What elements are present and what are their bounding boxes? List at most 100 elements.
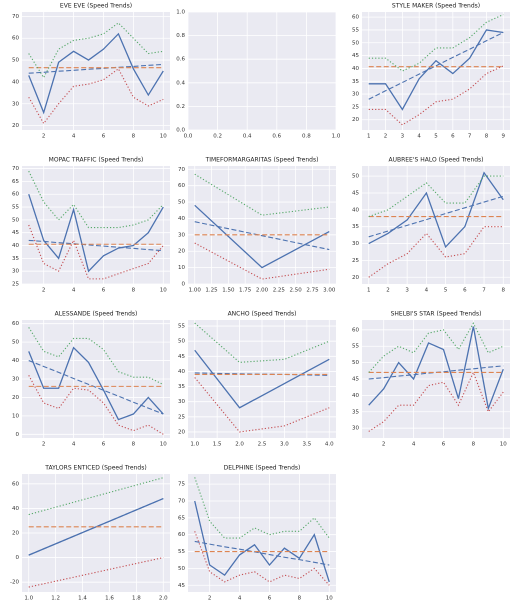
y-tick-label: 35 <box>12 256 19 262</box>
y-tick-label: 50 <box>352 174 359 180</box>
x-tick-label: 1.5 <box>213 442 222 448</box>
x-tick-label: 8 <box>132 442 136 448</box>
chart-title: DELPHINE (Speed Trends) <box>224 465 301 472</box>
series-line <box>368 32 504 100</box>
y-tick-label: 45 <box>352 190 359 196</box>
y-tick-label: 30 <box>12 101 19 107</box>
x-tick-label: 0.6 <box>272 134 281 140</box>
y-tick-label: 50 <box>12 58 19 64</box>
series-line <box>368 371 504 432</box>
y-tick-label: 40 <box>352 66 359 72</box>
series-line <box>368 365 504 380</box>
plot-area <box>22 166 170 284</box>
y-tick-label: 25 <box>352 258 359 264</box>
series-line <box>28 67 164 125</box>
chart-title: TAYLORS ENTICED (Speed Trends) <box>44 465 146 472</box>
x-tick-label: 0.4 <box>243 134 252 140</box>
y-tick-label: 40 <box>178 216 185 222</box>
x-tick-label: 2.50 <box>290 288 303 294</box>
y-tick-label: 20 <box>12 395 19 401</box>
y-tick-label: 1.0 <box>176 10 185 16</box>
y-tick-label: 0.4 <box>176 80 185 86</box>
x-tick-label: 1.50 <box>222 288 235 294</box>
x-tick-label: 6 <box>268 596 272 600</box>
x-tick-label: 8 <box>472 442 476 448</box>
y-tick-label: 45 <box>352 377 359 383</box>
x-tick-label: 1.0 <box>332 134 341 140</box>
x-tick-label: 8 <box>485 134 489 140</box>
y-tick-label: 25 <box>12 282 19 288</box>
y-tick-label: 30 <box>12 269 19 275</box>
y-tick-label: 45 <box>178 354 185 360</box>
x-tick-label: 2.0 <box>235 442 244 448</box>
x-tick-label: 2 <box>384 134 388 140</box>
y-tick-label: 25 <box>178 414 185 420</box>
chart-title: TIMEFORMARGARITAS (Speed Trends) <box>205 157 319 164</box>
x-tick-label: 1.4 <box>78 596 87 600</box>
x-tick-label: 7 <box>468 134 472 140</box>
x-tick-label: 1.0 <box>190 442 199 448</box>
x-tick-label: 2 <box>42 442 46 448</box>
y-tick-label: 30 <box>12 377 19 383</box>
series-line <box>28 557 164 588</box>
series-line <box>28 327 164 386</box>
y-tick-label: 20 <box>352 275 359 281</box>
y-tick-label: 40 <box>12 79 19 85</box>
series-line <box>28 498 164 556</box>
y-tick-label: 40 <box>12 243 19 249</box>
y-tick-label: 20 <box>178 249 185 255</box>
y-tick-label: 55 <box>352 27 359 33</box>
y-tick-label: 0.6 <box>176 57 185 63</box>
chart-title: SHELBI'S STAR (Speed Trends) <box>391 311 482 318</box>
y-tick-label: 60 <box>12 36 19 42</box>
y-tick-label: 0.8 <box>176 33 185 39</box>
y-tick-label: 20 <box>12 531 19 537</box>
x-tick-label: 4 <box>72 442 76 448</box>
chart-title: ALESSANDE (Speed Trends) <box>55 311 138 318</box>
y-tick-label: 45 <box>352 53 359 59</box>
chart-title: AUBREE'S HALO (Speed Trends) <box>388 157 483 164</box>
y-tick-label: 30 <box>352 426 359 432</box>
x-tick-label: 10 <box>326 596 333 600</box>
chart-title: STYLE MAKER (Speed Trends) <box>392 3 480 10</box>
x-tick-label: 2 <box>382 442 386 448</box>
y-tick-label: 40 <box>352 207 359 213</box>
y-tick-label: 50 <box>178 339 185 345</box>
x-tick-label: 2.75 <box>306 288 319 294</box>
series-line <box>28 477 164 516</box>
y-tick-label: 50 <box>352 40 359 46</box>
x-tick-label: 3.0 <box>280 442 289 448</box>
series-line <box>194 173 330 216</box>
x-tick-label: 3.5 <box>302 442 311 448</box>
series-line <box>368 195 504 238</box>
x-tick-label: 6 <box>463 288 467 294</box>
y-tick-label: 55 <box>178 324 185 330</box>
series-line <box>194 349 330 409</box>
y-tick-label: 60 <box>12 321 19 327</box>
x-tick-label: 1 <box>367 134 371 140</box>
series-line <box>28 375 164 435</box>
y-tick-label: 60 <box>352 15 359 21</box>
y-tick-label: 70 <box>178 167 185 173</box>
x-tick-label: 1.75 <box>239 288 252 294</box>
x-tick-label: 4 <box>417 134 421 140</box>
x-tick-label: 2 <box>386 288 390 294</box>
series-line <box>194 500 330 583</box>
x-tick-label: 10 <box>160 288 167 294</box>
chart-title: ANCHO (Speed Trends) <box>228 311 297 318</box>
y-tick-label: 40 <box>178 369 185 375</box>
x-tick-label: 6 <box>102 442 106 448</box>
y-tick-label: 0 <box>16 555 20 561</box>
chart-title: MOPAC TRAFFIC (Speed Trends) <box>49 157 144 164</box>
series-line <box>28 170 164 229</box>
series-line <box>28 224 164 280</box>
chart-title: EVE EVE (Speed Trends) <box>60 3 132 10</box>
x-tick-label: 8 <box>502 288 506 294</box>
y-tick-label: 50 <box>12 217 19 223</box>
y-tick-label: 20 <box>178 429 185 435</box>
series-line <box>368 65 504 126</box>
x-tick-label: 4 <box>72 134 76 140</box>
y-tick-label: 10 <box>12 413 19 419</box>
x-tick-label: 5 <box>444 288 448 294</box>
